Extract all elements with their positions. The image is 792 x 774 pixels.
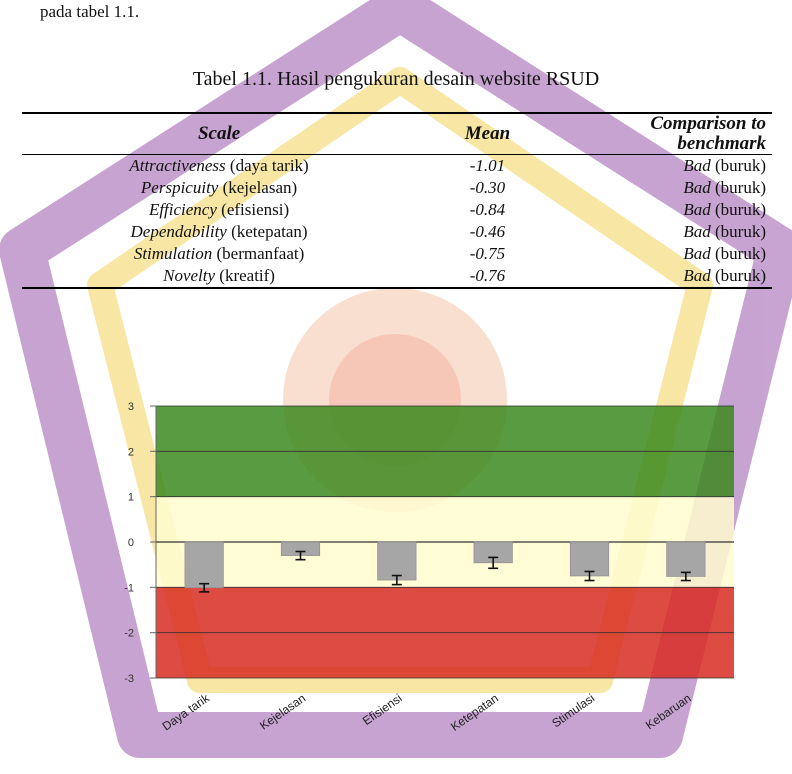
cmp-id: (buruk)	[715, 266, 766, 285]
comparison-cell: Bad (buruk)	[559, 243, 772, 265]
scale-en: Novelty	[163, 266, 216, 285]
table-row: Stimulation (bermanfaat) -0.75 Bad (buru…	[22, 243, 772, 265]
x-tick-label: Efisiensi	[360, 691, 405, 728]
mean-cell: -1.01	[469, 156, 506, 175]
header-comparison: Comparison to benchmark	[559, 113, 772, 155]
header-scale: Scale	[197, 123, 241, 144]
cmp-id: (buruk)	[715, 156, 766, 175]
scale-cell: Stimulation (bermanfaat)	[22, 243, 416, 265]
header-mean: Mean	[464, 123, 511, 144]
cmp-en: Bad	[683, 178, 711, 197]
mean-cell: -0.76	[469, 266, 506, 285]
comparison-cell: Bad (buruk)	[559, 265, 772, 288]
table-header-row: Scale Mean Comparison to benchmark	[22, 113, 772, 155]
scale-en: Stimulation	[133, 244, 213, 263]
table-row: Perspicuity (kejelasan) -0.30 Bad (buruk…	[22, 177, 772, 199]
cmp-id: (buruk)	[715, 222, 766, 241]
intro-paragraph: pada tabel 1.1.	[40, 2, 140, 21]
scale-en: Efficiency	[148, 200, 217, 219]
bar	[666, 541, 706, 577]
y-tick-label: -3	[124, 673, 134, 685]
bar	[184, 541, 224, 589]
benchmark-bar-chart: 3 2 1 0 -1 -2 -3 Daya tarik Kejelasan Efisiensi Ke…	[124, 401, 734, 734]
scale-id: (ketepatan)	[231, 222, 308, 241]
scale-en: Attractiveness	[129, 156, 226, 175]
scale-cell: Efficiency (efisiensi)	[22, 199, 416, 221]
scale-cell: Perspicuity (kejelasan)	[22, 177, 416, 199]
x-tick-label: Daya tarik	[160, 690, 213, 733]
comparison-cell: Bad (buruk)	[559, 199, 772, 221]
mean-cell: -0.46	[469, 222, 506, 241]
table-row: Dependability (ketepatan) -0.46 Bad (bur…	[22, 221, 772, 243]
table-caption: Tabel 1.1. Hasil pengukuran desain websi…	[192, 68, 600, 90]
scale-id: (bermanfaat)	[216, 244, 305, 263]
header-comparison-line1: Comparison to	[650, 113, 766, 134]
cmp-id: (buruk)	[715, 244, 766, 263]
x-tick-label: Kebaruan	[643, 691, 694, 732]
comparison-cell: Bad (buruk)	[559, 155, 772, 178]
cmp-en: Bad	[683, 200, 711, 219]
x-tick-label: Ketepatan	[448, 691, 501, 734]
scale-id: (daya tarik)	[229, 156, 309, 175]
table-row: Efficiency (efisiensi) -0.84 Bad (buruk)	[22, 199, 772, 221]
mean-cell: -0.75	[469, 244, 506, 263]
comparison-cell: Bad (buruk)	[559, 177, 772, 199]
comparison-cell: Bad (buruk)	[559, 221, 772, 243]
scale-id: (kreatif)	[219, 266, 275, 285]
bar	[377, 541, 417, 581]
scale-en: Dependability	[130, 222, 227, 241]
scale-id: (kejelasan)	[222, 178, 298, 197]
cmp-en: Bad	[683, 266, 711, 285]
cmp-id: (buruk)	[715, 200, 766, 219]
cmp-en: Bad	[683, 222, 711, 241]
bar	[569, 541, 610, 577]
y-tick-label: 2	[128, 446, 134, 458]
table-row: Novelty (kreatif) -0.76 Bad (buruk)	[22, 265, 772, 288]
x-tick-label: Stimulasi	[549, 691, 597, 730]
scale-id: (efisiensi)	[221, 200, 290, 219]
y-tick-label: -1	[124, 582, 134, 594]
header-comparison-line2: benchmark	[677, 133, 766, 154]
y-tick-label: 3	[128, 401, 134, 413]
results-table: Scale Mean Comparison to benchmark Attra…	[22, 112, 772, 289]
scale-cell: Attractiveness (daya tarik)	[22, 155, 416, 178]
y-tick-label: 0	[128, 537, 134, 549]
scale-cell: Dependability (ketepatan)	[22, 221, 416, 243]
mean-cell: -0.84	[469, 200, 506, 219]
scale-cell: Novelty (kreatif)	[22, 265, 416, 288]
mean-cell: -0.30	[469, 178, 506, 197]
y-tick-label: -2	[124, 628, 134, 640]
cmp-id: (buruk)	[715, 178, 766, 197]
cmp-en: Bad	[683, 156, 711, 175]
cmp-en: Bad	[683, 244, 711, 263]
y-tick-label: 1	[128, 492, 134, 504]
x-tick-label: Kejelasan	[257, 691, 308, 733]
table-row: Attractiveness (daya tarik) -1.01 Bad (b…	[22, 155, 772, 178]
scale-en: Perspicuity	[140, 178, 219, 197]
